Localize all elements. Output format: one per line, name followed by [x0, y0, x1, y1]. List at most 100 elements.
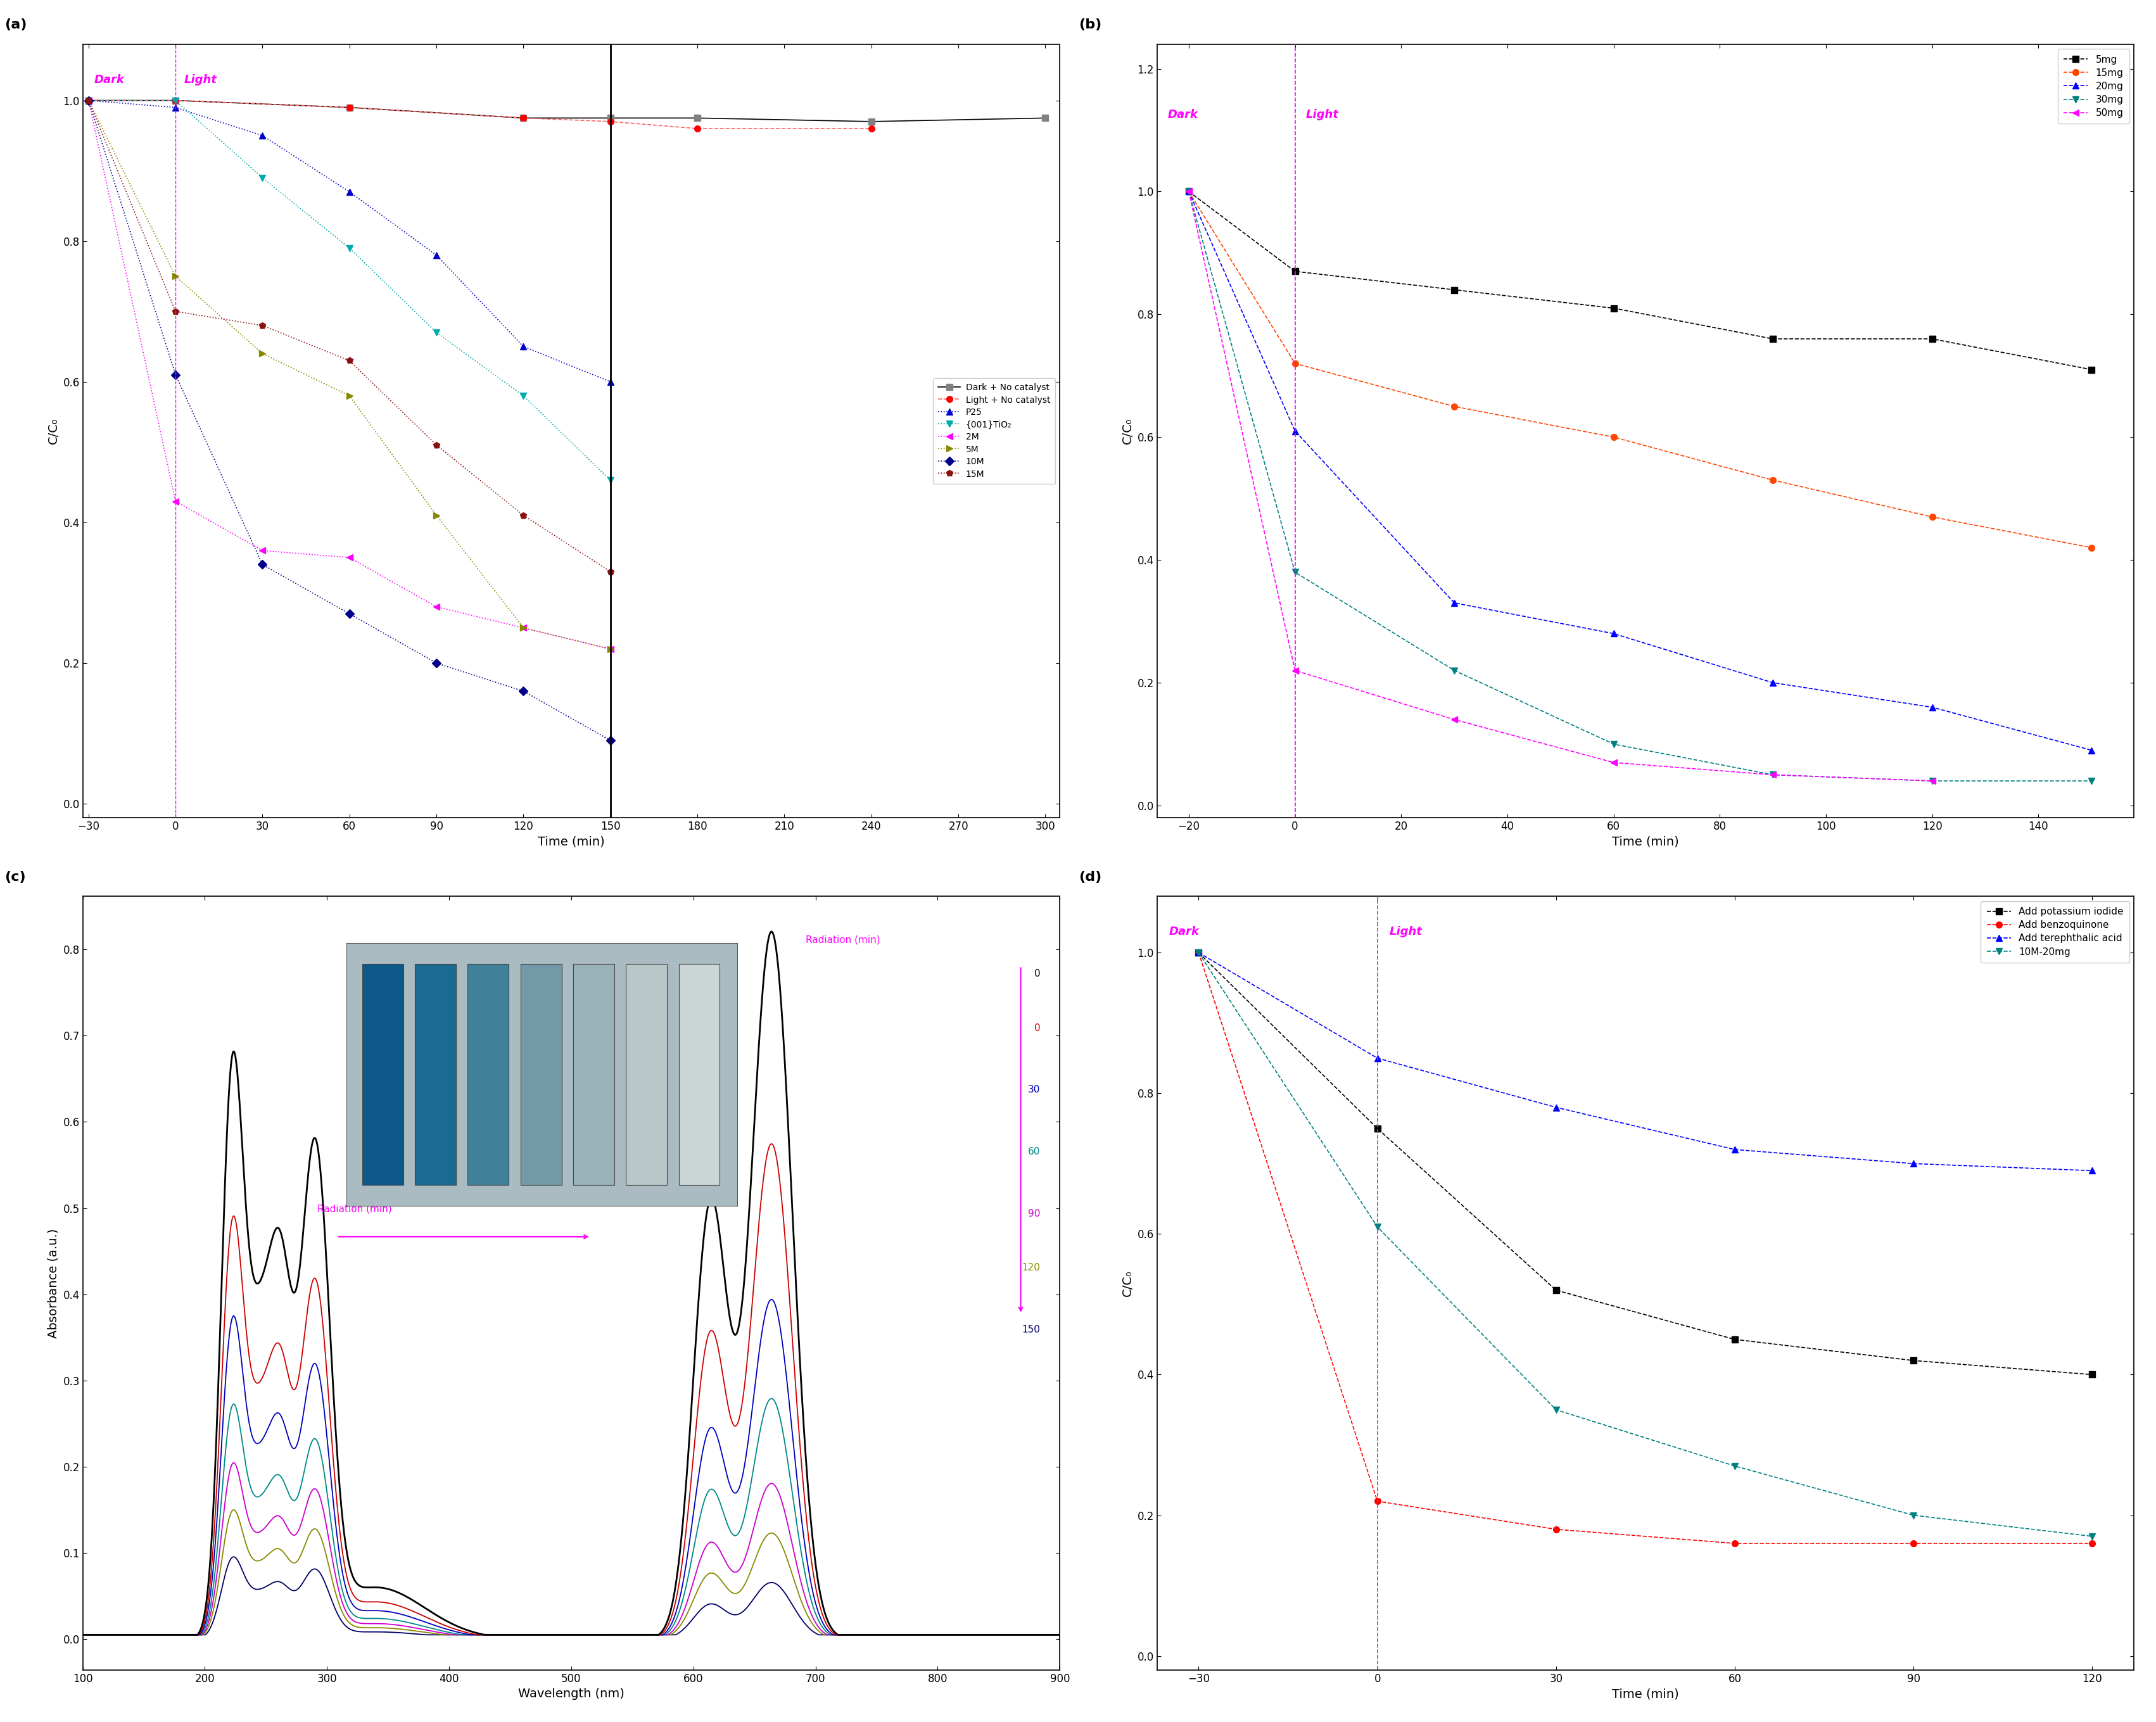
Light + No catalyst — [336, 96, 362, 117]
X-axis label: Time (min): Time (min) — [537, 835, 606, 847]
Legend: Dark + No catalyst, Light + No catalyst, P25, {001}TiO₂, 2M, 5M, 10M, 15M: Dark + No catalyst, Light + No catalyst,… — [934, 377, 1056, 484]
Add terephthalic acid — [1544, 1097, 1570, 1118]
2M — [336, 548, 362, 568]
5mg — [1442, 279, 1468, 300]
30mg — [1919, 771, 1945, 792]
Dark + No catalyst — [511, 108, 537, 129]
Y-axis label: Absorbance (a.u.): Absorbance (a.u.) — [47, 1228, 60, 1338]
30mg — [1600, 734, 1626, 754]
Add terephthalic acid — [1902, 1154, 1927, 1174]
Text: 90: 90 — [1028, 1209, 1041, 1217]
15M — [597, 561, 623, 582]
Line: 20mg: 20mg — [1186, 188, 2096, 753]
P25 — [336, 181, 362, 201]
2M — [75, 90, 101, 110]
50mg — [1919, 771, 1945, 792]
Light + No catalyst — [683, 119, 709, 139]
Line: 15mg: 15mg — [1186, 188, 2096, 551]
Text: 60: 60 — [1028, 1147, 1041, 1157]
20mg — [1283, 420, 1309, 441]
Text: Light: Light — [1388, 926, 1423, 937]
20mg — [1919, 697, 1945, 718]
Line: 10M: 10M — [86, 98, 614, 744]
Line: Add benzoquinone: Add benzoquinone — [1197, 949, 2096, 1546]
15mg — [1759, 470, 1785, 491]
10M — [511, 680, 537, 701]
Text: Light: Light — [1307, 108, 1339, 121]
Text: (c): (c) — [4, 871, 26, 883]
2M — [250, 541, 276, 561]
50mg — [1759, 765, 1785, 785]
Add potassium iodide — [2078, 1364, 2104, 1384]
10M-20mg — [1365, 1216, 1391, 1236]
{001}TiO₂ — [75, 90, 101, 110]
Dark + No catalyst — [858, 112, 884, 133]
Text: (b): (b) — [1078, 19, 1102, 31]
5mg — [1283, 262, 1309, 282]
Y-axis label: C/C₀: C/C₀ — [1121, 418, 1134, 444]
Text: Light: Light — [183, 74, 218, 86]
Add terephthalic acid — [2078, 1161, 2104, 1181]
Line: Add terephthalic acid: Add terephthalic acid — [1197, 949, 2096, 1174]
Dark + No catalyst — [1033, 108, 1059, 129]
P25 — [250, 126, 276, 146]
2M — [511, 618, 537, 639]
Line: {001}TiO₂: {001}TiO₂ — [86, 98, 614, 484]
Text: 150: 150 — [1022, 1324, 1041, 1335]
15mg — [1283, 353, 1309, 374]
Add potassium iodide — [1186, 942, 1212, 963]
2M — [597, 639, 623, 660]
5M — [162, 265, 188, 286]
P25 — [75, 90, 101, 110]
15M — [250, 315, 276, 336]
Add terephthalic acid — [1365, 1047, 1391, 1068]
Text: Radiation (min): Radiation (min) — [317, 1204, 392, 1214]
{001}TiO₂ — [511, 386, 537, 406]
Text: 0: 0 — [1035, 969, 1041, 978]
Line: 10M-20mg: 10M-20mg — [1197, 949, 2096, 1539]
50mg — [1442, 709, 1468, 730]
5M — [597, 639, 623, 660]
Add potassium iodide — [1365, 1118, 1391, 1138]
Text: (a): (a) — [4, 19, 28, 31]
Add benzoquinone — [1365, 1491, 1391, 1512]
P25 — [511, 336, 537, 356]
{001}TiO₂ — [597, 470, 623, 491]
Legend: Add potassium iodide, Add benzoquinone, Add terephthalic acid, 10M-20mg: Add potassium iodide, Add benzoquinone, … — [1981, 901, 2130, 963]
15mg — [1175, 181, 1201, 201]
5mg — [1600, 298, 1626, 319]
Add benzoquinone — [1186, 942, 1212, 963]
Line: Light + No catalyst: Light + No catalyst — [86, 98, 875, 131]
2M — [162, 491, 188, 511]
Line: P25: P25 — [86, 98, 614, 384]
Add terephthalic acid — [1723, 1140, 1749, 1161]
50mg — [1600, 753, 1626, 773]
20mg — [1600, 623, 1626, 644]
5M — [336, 386, 362, 406]
15mg — [1919, 506, 1945, 527]
5mg — [1919, 329, 1945, 350]
Light + No catalyst — [511, 108, 537, 129]
30mg — [1442, 660, 1468, 680]
15M — [336, 350, 362, 370]
{001}TiO₂ — [423, 322, 448, 343]
30mg — [1759, 765, 1785, 785]
20mg — [1442, 592, 1468, 613]
30mg — [2078, 771, 2104, 792]
20mg — [1175, 181, 1201, 201]
Y-axis label: C/C₀: C/C₀ — [1121, 1269, 1134, 1297]
15mg — [1442, 396, 1468, 417]
X-axis label: Time (min): Time (min) — [1613, 835, 1680, 847]
Add potassium iodide — [1723, 1329, 1749, 1350]
5mg — [1175, 181, 1201, 201]
Text: 0: 0 — [1035, 1023, 1041, 1033]
15M — [162, 301, 188, 322]
Add potassium iodide — [1544, 1279, 1570, 1300]
Legend: 5mg, 15mg, 20mg, 30mg, 50mg: 5mg, 15mg, 20mg, 30mg, 50mg — [2057, 48, 2130, 124]
50mg — [1283, 660, 1309, 680]
10M-20mg — [1544, 1400, 1570, 1421]
Text: Dark: Dark — [1169, 108, 1199, 121]
X-axis label: Time (min): Time (min) — [1613, 1688, 1680, 1700]
Add benzoquinone — [1723, 1533, 1749, 1553]
5M — [511, 618, 537, 639]
